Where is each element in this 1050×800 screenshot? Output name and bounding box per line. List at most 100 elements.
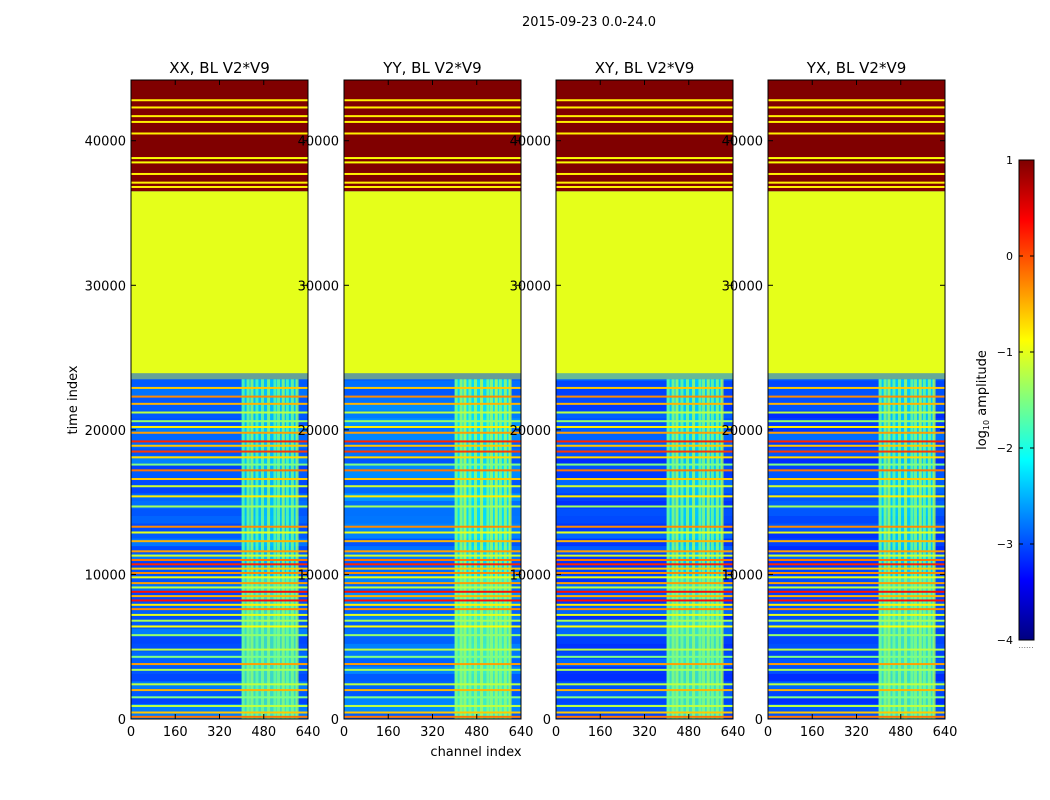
noise-row bbox=[556, 651, 733, 659]
time-line bbox=[131, 668, 308, 671]
time-line bbox=[344, 386, 521, 389]
time-line bbox=[768, 558, 945, 561]
panels: XX, BL V2*V9 0 160 320 480 640 0 10000 20000 3000… bbox=[85, 59, 958, 740]
time-line bbox=[131, 683, 308, 686]
noise-row bbox=[556, 546, 733, 554]
noise-row bbox=[556, 628, 733, 637]
time-line bbox=[344, 440, 521, 443]
noise-row bbox=[768, 621, 945, 629]
rfi-streak bbox=[260, 379, 264, 719]
time-line bbox=[556, 172, 733, 175]
time-line bbox=[768, 582, 945, 585]
y-tick-label: 0 bbox=[118, 713, 126, 728]
colorbar-label-log: log bbox=[975, 430, 990, 450]
noise-row bbox=[131, 485, 308, 494]
colorbar-tick-label: 0 bbox=[1006, 250, 1013, 263]
noise-row bbox=[131, 553, 308, 562]
time-line bbox=[344, 558, 521, 561]
rfi-streak bbox=[675, 379, 679, 719]
y-tick-label: 20000 bbox=[722, 424, 763, 439]
time-line bbox=[768, 463, 945, 466]
noise-row bbox=[556, 688, 733, 697]
time-line bbox=[131, 567, 308, 570]
noise-row bbox=[344, 463, 521, 471]
time-line bbox=[768, 576, 945, 579]
time-line bbox=[344, 586, 521, 589]
noise-row bbox=[344, 553, 521, 562]
noise-row bbox=[556, 516, 733, 524]
noise-row bbox=[556, 440, 733, 449]
rfi-streak bbox=[892, 379, 896, 719]
time-line bbox=[344, 634, 521, 637]
noise-row bbox=[556, 673, 733, 682]
rfi-streak bbox=[494, 379, 498, 719]
rfi-streak bbox=[281, 379, 285, 719]
noise-row bbox=[768, 651, 945, 659]
x-tick-label: 160 bbox=[376, 725, 401, 740]
time-line bbox=[556, 558, 733, 561]
noise-row bbox=[768, 508, 945, 517]
time-line bbox=[768, 425, 945, 428]
time-line bbox=[344, 181, 521, 184]
noise-row bbox=[768, 463, 945, 471]
time-line bbox=[344, 711, 521, 714]
time-line bbox=[768, 550, 945, 553]
time-line bbox=[131, 711, 308, 714]
noise-row bbox=[768, 598, 945, 607]
time-line bbox=[131, 478, 308, 481]
time-line bbox=[556, 595, 733, 598]
noise-row bbox=[344, 703, 521, 712]
time-line bbox=[131, 456, 308, 459]
rfi-streak bbox=[918, 379, 922, 719]
noise-row bbox=[344, 696, 521, 704]
rfi-streak bbox=[710, 379, 714, 719]
rfi-streak bbox=[922, 379, 926, 719]
time-line bbox=[768, 469, 945, 472]
time-line bbox=[556, 181, 733, 184]
noise-row bbox=[344, 643, 521, 652]
noise-row bbox=[768, 516, 945, 524]
noise-row bbox=[344, 440, 521, 449]
time-line bbox=[556, 608, 733, 611]
time-line bbox=[556, 634, 733, 637]
time-line bbox=[131, 531, 308, 534]
time-line bbox=[768, 132, 945, 135]
colorbar-label-suffix: amplitude bbox=[975, 350, 990, 420]
noise-row bbox=[131, 628, 308, 637]
time-line bbox=[131, 425, 308, 428]
noise-row bbox=[768, 531, 945, 539]
noise-row bbox=[344, 591, 521, 599]
colorbar: 10−1−2−3−4 log10 amplitude ...... bbox=[975, 154, 1035, 650]
time-line bbox=[131, 704, 308, 707]
noise-row bbox=[556, 478, 733, 486]
noise-row bbox=[556, 485, 733, 494]
time-line bbox=[344, 625, 521, 628]
noise-row bbox=[131, 425, 308, 434]
noise-row bbox=[768, 553, 945, 562]
time-line bbox=[768, 485, 945, 488]
x-tick-label: 480 bbox=[888, 725, 913, 740]
noise-row bbox=[768, 500, 945, 509]
noise-row bbox=[556, 576, 733, 584]
noise-row bbox=[344, 433, 521, 441]
time-line bbox=[344, 444, 521, 447]
time-line bbox=[344, 550, 521, 553]
noise-row bbox=[556, 388, 733, 396]
time-line bbox=[556, 495, 733, 498]
rfi-streak bbox=[715, 379, 719, 719]
time-line bbox=[131, 582, 308, 585]
time-line bbox=[131, 431, 308, 434]
noise-row bbox=[768, 395, 945, 404]
rfi-streak bbox=[914, 379, 918, 719]
time-line bbox=[344, 120, 521, 123]
time-line bbox=[556, 655, 733, 658]
noise-row bbox=[131, 380, 308, 389]
x-tick-label: 160 bbox=[163, 725, 188, 740]
time-line bbox=[131, 655, 308, 658]
noise-row bbox=[344, 538, 521, 547]
time-line bbox=[131, 420, 308, 423]
time-line bbox=[131, 571, 308, 574]
time-line bbox=[556, 668, 733, 671]
noise-row bbox=[556, 696, 733, 704]
time-line bbox=[344, 395, 521, 398]
